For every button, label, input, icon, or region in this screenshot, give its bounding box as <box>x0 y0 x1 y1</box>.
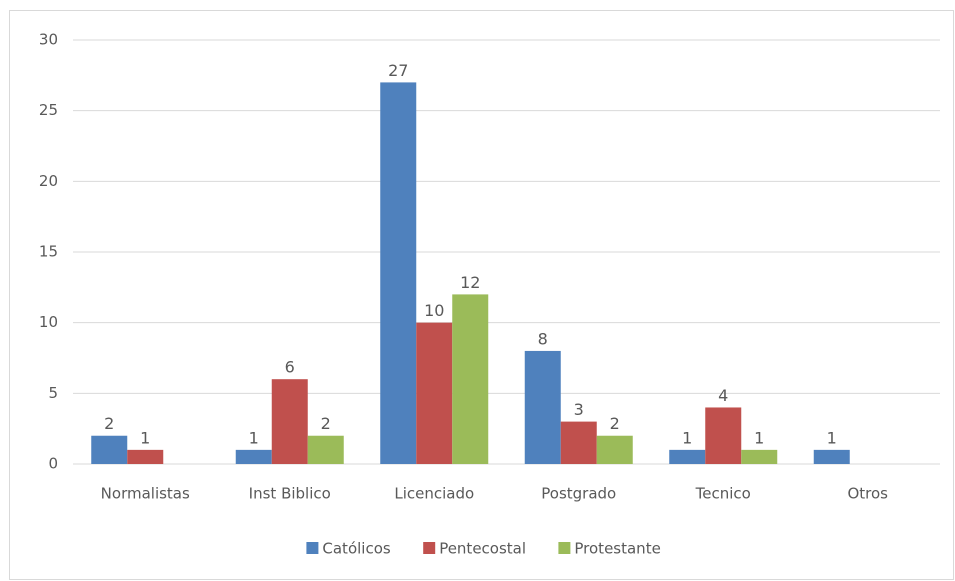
legend-swatch <box>306 542 319 554</box>
data-label: 3 <box>574 400 584 419</box>
bar <box>380 82 417 465</box>
legend-label: Pentecostal <box>439 540 526 558</box>
y-tick-label: 25 <box>39 101 58 119</box>
data-label: 1 <box>140 428 150 447</box>
bar <box>741 449 778 464</box>
data-label: 6 <box>285 358 295 377</box>
data-label: 2 <box>321 414 331 433</box>
legend-label: Católicos <box>322 540 390 558</box>
legend-swatch <box>423 542 436 554</box>
x-tick-label: Licenciado <box>394 485 474 503</box>
data-label: 12 <box>460 273 480 292</box>
data-label: 4 <box>718 386 728 405</box>
bar <box>669 449 706 464</box>
data-label: 8 <box>538 329 548 348</box>
data-label: 1 <box>754 428 764 447</box>
bar <box>127 449 164 464</box>
y-tick-label: 0 <box>48 455 58 473</box>
x-tick-label: Inst Biblico <box>249 485 331 503</box>
data-label: 1 <box>682 428 692 447</box>
data-label: 2 <box>610 414 620 433</box>
bar <box>452 294 489 464</box>
y-tick-label: 20 <box>39 172 58 190</box>
data-label: 27 <box>388 61 408 80</box>
data-label: 10 <box>424 301 444 320</box>
data-label: 2 <box>104 414 114 433</box>
x-tick-label: Normalistas <box>101 485 190 503</box>
y-tick-label: 10 <box>39 313 58 331</box>
bar <box>416 322 453 464</box>
bar <box>91 435 128 464</box>
bar <box>307 435 344 464</box>
legend-swatch <box>558 542 571 554</box>
legend-label: Protestante <box>574 540 660 558</box>
bar <box>596 435 633 464</box>
x-tick-label: Postgrado <box>541 485 616 503</box>
bar <box>560 421 597 464</box>
x-tick-label: Otros <box>847 485 888 503</box>
data-label: 1 <box>827 428 837 447</box>
bar <box>235 449 272 464</box>
data-label: 1 <box>249 428 259 447</box>
y-tick-label: 30 <box>39 31 58 49</box>
bar <box>271 379 308 464</box>
bar <box>705 407 742 464</box>
y-tick-label: 5 <box>48 384 58 402</box>
bar <box>813 449 850 464</box>
x-tick-label: Tecnico <box>695 485 751 503</box>
bar <box>524 350 561 464</box>
y-tick-label: 15 <box>39 243 58 261</box>
